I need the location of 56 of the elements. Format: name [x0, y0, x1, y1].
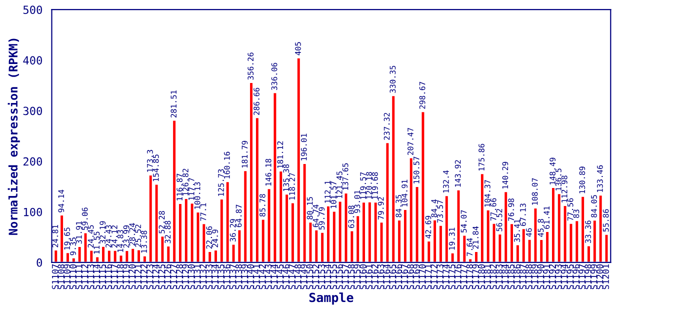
x-tick-label: S1173 [436, 264, 444, 290]
x-tick-label: S1141 [253, 264, 260, 290]
x-tick-label: S1115 [99, 264, 106, 290]
y-tick-label: 300 [23, 106, 42, 116]
x-tick-label: S1133 [206, 264, 212, 290]
x-tick-label: S1184 [502, 264, 508, 290]
y-axis-title: Normalized expression (RPKM) [8, 38, 20, 235]
x-tick-label: S1114 [93, 264, 100, 290]
x-tick-label: S1191 [543, 264, 550, 290]
x-tick-label: S1135 [218, 264, 224, 290]
x-tick-label: S1192 [549, 264, 556, 290]
x-tick-label: S1154 [324, 264, 331, 290]
x-tick-label: S1185 [508, 264, 514, 290]
x-tick-label: S1139 [241, 264, 248, 290]
x-tick-label: S1110 [70, 264, 76, 290]
x-tick-label: S1127 [170, 264, 177, 290]
x-tick-label: S1116 [105, 264, 112, 290]
x-tick-label: S1155 [330, 264, 337, 290]
x-tick-label: S1167 [401, 264, 408, 290]
x-tick-label: S1166 [395, 264, 402, 290]
y-tick-label: 100 [24, 208, 42, 216]
x-tick-label: S1122 [140, 264, 148, 290]
y-tick-label: 0 [36, 258, 42, 267]
x-tick-label: S1128 [176, 264, 183, 290]
x-tick-label: S1176 [454, 264, 462, 290]
x-tick-label: S1129 [182, 264, 189, 290]
x-tick-label: S1174 [442, 264, 450, 290]
x-tick-label: S1108 [58, 264, 64, 290]
x-tick-label: S1159 [354, 264, 360, 290]
x-tick-label: S1178 [466, 264, 473, 290]
x-tick-label: S1193 [555, 264, 562, 290]
x-tick-label: S1186 [514, 264, 520, 290]
x-tick-label: S1160 [360, 264, 366, 290]
y-tick-label: 500 [23, 6, 42, 14]
x-tick-label: S1161 [366, 264, 372, 290]
x-tick-label: S1199 [590, 264, 598, 290]
y-tick-label: 400 [23, 56, 42, 65]
x-tick-label: S1147 [288, 264, 296, 290]
x-tick-label: S1146 [282, 264, 290, 290]
y-tick-label: 200 [23, 157, 42, 166]
x-tick-label: S1179 [472, 264, 479, 290]
x-tick-label: S1197 [578, 264, 586, 290]
x-tick-label: S1112 [82, 264, 88, 290]
x-tick-label: S1172 [430, 264, 438, 290]
x-axis-title: Sample [309, 292, 354, 305]
x-tick-label: S1153 [318, 264, 325, 290]
x-tick-label: S1140 [247, 264, 254, 290]
x-tick-label: S1134 [212, 264, 218, 290]
x-tick-label: S1198 [584, 264, 592, 290]
x-tick-label: S1180 [478, 264, 485, 290]
x-tick-label: S1109 [64, 264, 70, 290]
x-tick-label: S1201 [602, 264, 610, 290]
x-tick-label: S1121 [134, 264, 142, 290]
x-tick-label: S1148 [294, 264, 302, 290]
x-tick-label: S1150 [306, 264, 313, 290]
x-tick-label: S1168 [407, 264, 414, 290]
